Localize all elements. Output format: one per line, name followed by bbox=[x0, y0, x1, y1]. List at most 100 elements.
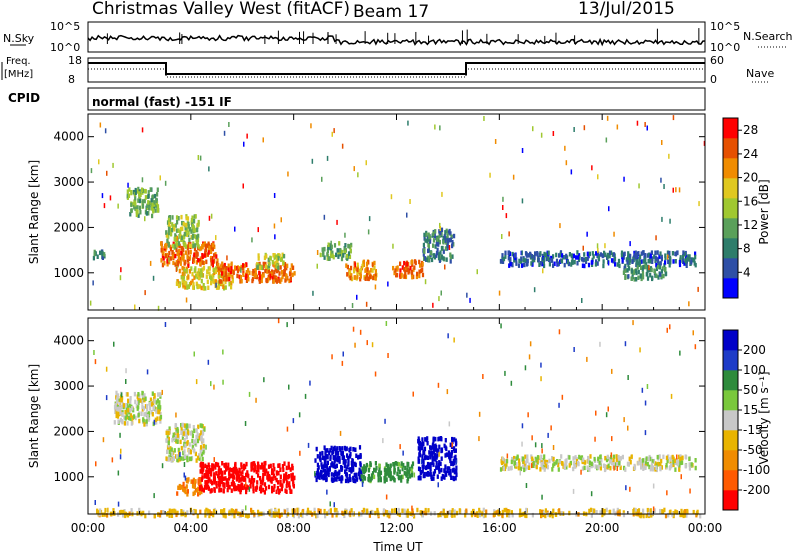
scatter-cell bbox=[427, 237, 430, 242]
scatter-cell bbox=[252, 486, 255, 491]
scatter-cell bbox=[623, 265, 626, 271]
noise-cell bbox=[478, 411, 481, 417]
scatter-cell bbox=[173, 227, 176, 232]
scatter-cell bbox=[277, 470, 280, 476]
scatter-cell bbox=[186, 254, 189, 259]
noise-cell bbox=[195, 273, 197, 279]
scatter-cell bbox=[335, 512, 338, 518]
scatter-cell bbox=[219, 468, 222, 473]
scatter-cell bbox=[546, 256, 549, 262]
scatter-cell bbox=[366, 267, 369, 272]
scatter-cell bbox=[217, 285, 220, 290]
scatter-cell bbox=[190, 479, 193, 484]
scatter-cell bbox=[222, 270, 225, 275]
noise-cell bbox=[125, 368, 127, 374]
scatter-cell bbox=[453, 233, 456, 239]
scatter-cell bbox=[183, 423, 187, 428]
noise-cell bbox=[287, 171, 289, 177]
scatter-cell bbox=[197, 257, 200, 263]
scatter-cell bbox=[201, 470, 204, 475]
scatter-cell bbox=[371, 471, 375, 476]
scatter-cell bbox=[523, 463, 526, 469]
scatter-cell bbox=[440, 231, 443, 236]
scatter-cell bbox=[411, 508, 414, 513]
scatter-cell bbox=[531, 512, 534, 518]
noise-cell bbox=[432, 302, 434, 308]
noise-cell bbox=[153, 493, 155, 499]
scatter-cell bbox=[588, 467, 591, 472]
scatter-cell bbox=[243, 484, 246, 489]
scatter-cell bbox=[193, 234, 196, 239]
scatter-cell bbox=[583, 263, 586, 269]
scatter-cell bbox=[434, 436, 437, 442]
scatter-cell bbox=[427, 242, 430, 248]
scatter-cell bbox=[694, 262, 697, 268]
scatter-cell bbox=[328, 256, 331, 261]
scatter-cell bbox=[247, 513, 250, 518]
scatter-cell bbox=[341, 451, 344, 456]
scatter-cell bbox=[558, 253, 561, 258]
scatter-cell bbox=[115, 409, 118, 414]
velocity-colorbar-swatch bbox=[723, 370, 738, 391]
scatter-cell bbox=[330, 244, 333, 250]
scatter-cell bbox=[679, 456, 682, 462]
noise-cell bbox=[466, 292, 468, 298]
scatter-cell bbox=[198, 433, 202, 438]
scatter-cell bbox=[615, 458, 618, 463]
scatter-cell bbox=[675, 458, 678, 463]
scatter-cell bbox=[264, 264, 268, 269]
scatter-cell bbox=[292, 479, 295, 484]
scatter-cell bbox=[659, 466, 662, 472]
scatter-cell bbox=[223, 508, 226, 513]
noise-cell bbox=[611, 436, 613, 442]
scatter-cell bbox=[346, 453, 349, 458]
scatter-cell bbox=[289, 467, 292, 472]
scatter-cell bbox=[472, 508, 475, 514]
scatter-cell bbox=[401, 508, 404, 513]
scatter-cell bbox=[415, 274, 418, 280]
scatter-cell bbox=[182, 431, 185, 436]
noise-cell bbox=[101, 193, 104, 199]
scatter-cell bbox=[205, 473, 208, 479]
scatter-cell bbox=[448, 228, 451, 234]
scatter-cell bbox=[240, 278, 243, 284]
scatter-cell bbox=[127, 398, 130, 404]
scatter-cell bbox=[362, 474, 365, 480]
scatter-cell bbox=[323, 445, 326, 450]
scatter-cell bbox=[387, 510, 391, 516]
scatter-cell bbox=[279, 265, 282, 270]
scatter-cell bbox=[271, 488, 274, 494]
scatter-cell bbox=[138, 205, 142, 211]
scatter-cell bbox=[407, 270, 410, 275]
noise-cell bbox=[611, 368, 613, 374]
noise-cell bbox=[321, 176, 323, 182]
velocity-x-axis: 00:00 04:00 08:00 12:00 16:00 20:00 00:00 bbox=[71, 318, 722, 535]
scatter-cell bbox=[169, 256, 172, 261]
scatter-cell bbox=[200, 489, 203, 495]
scatter-cell bbox=[392, 265, 395, 271]
scatter-cell bbox=[605, 457, 609, 463]
scatter-cell bbox=[153, 393, 156, 398]
scatter-cell bbox=[421, 441, 424, 447]
scatter-cell bbox=[326, 460, 329, 466]
scatter-cell bbox=[399, 273, 402, 278]
noise-cell bbox=[655, 235, 657, 241]
scatter-cell bbox=[681, 460, 684, 465]
scatter-cell bbox=[316, 468, 319, 473]
velocity-ylabel: Slant Range [km] bbox=[27, 364, 41, 468]
scatter-cell bbox=[175, 247, 178, 253]
scatter-cell bbox=[212, 512, 215, 518]
scatter-cell bbox=[444, 246, 447, 251]
scatter-cell bbox=[261, 274, 264, 279]
scatter-cell bbox=[530, 254, 533, 259]
scatter-cell bbox=[417, 466, 421, 471]
noise-cell bbox=[672, 115, 675, 121]
scatter-cell bbox=[438, 258, 441, 263]
scatter-cell bbox=[338, 469, 341, 475]
scatter-cell bbox=[276, 257, 279, 262]
scatter-cell bbox=[410, 269, 413, 275]
scatter-cell bbox=[539, 251, 542, 256]
scatter-cell bbox=[323, 472, 326, 478]
scatter-cell bbox=[228, 281, 231, 287]
scatter-cell bbox=[612, 457, 615, 463]
